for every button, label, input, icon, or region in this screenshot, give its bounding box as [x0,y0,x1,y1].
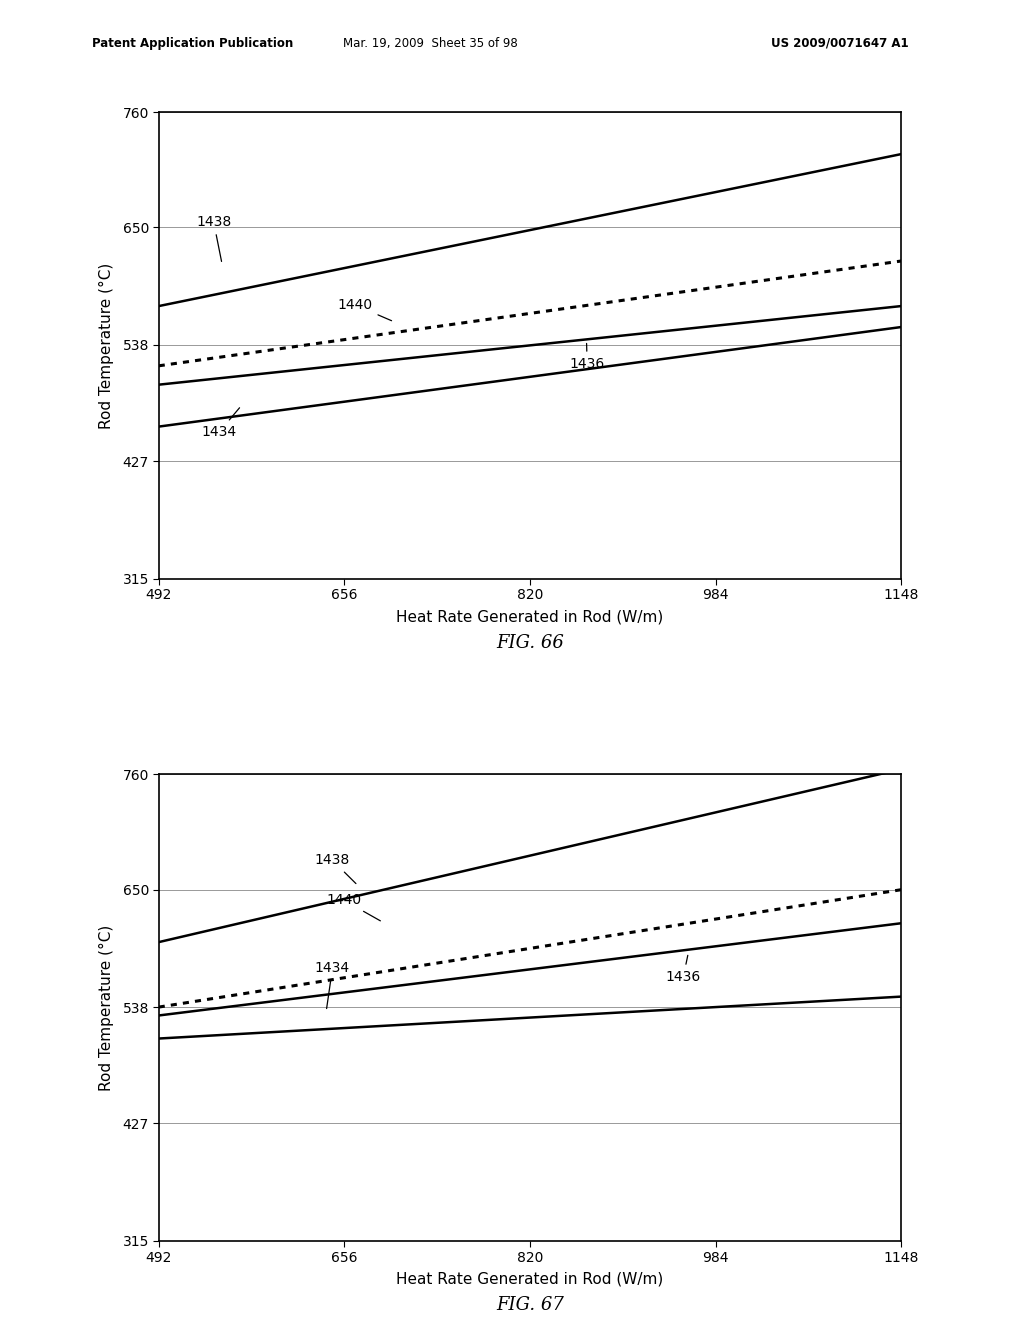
Text: 1436: 1436 [569,343,605,371]
Text: 1434: 1434 [202,408,240,438]
Text: 1440: 1440 [327,894,380,921]
X-axis label: Heat Rate Generated in Rod (W/m): Heat Rate Generated in Rod (W/m) [396,610,664,624]
Text: 1434: 1434 [315,961,350,1008]
Text: Mar. 19, 2009  Sheet 35 of 98: Mar. 19, 2009 Sheet 35 of 98 [343,37,517,50]
Text: FIG. 67: FIG. 67 [496,1296,564,1315]
Text: 1438: 1438 [196,215,231,261]
Text: 1438: 1438 [315,853,356,883]
Y-axis label: Rod Temperature (°C): Rod Temperature (°C) [99,263,115,429]
Text: FIG. 66: FIG. 66 [496,634,564,652]
Text: US 2009/0071647 A1: US 2009/0071647 A1 [771,37,908,50]
Y-axis label: Rod Temperature (°C): Rod Temperature (°C) [99,924,115,1090]
X-axis label: Heat Rate Generated in Rod (W/m): Heat Rate Generated in Rod (W/m) [396,1271,664,1287]
Text: Patent Application Publication: Patent Application Publication [92,37,294,50]
Text: 1440: 1440 [338,298,391,321]
Text: 1436: 1436 [666,956,701,983]
